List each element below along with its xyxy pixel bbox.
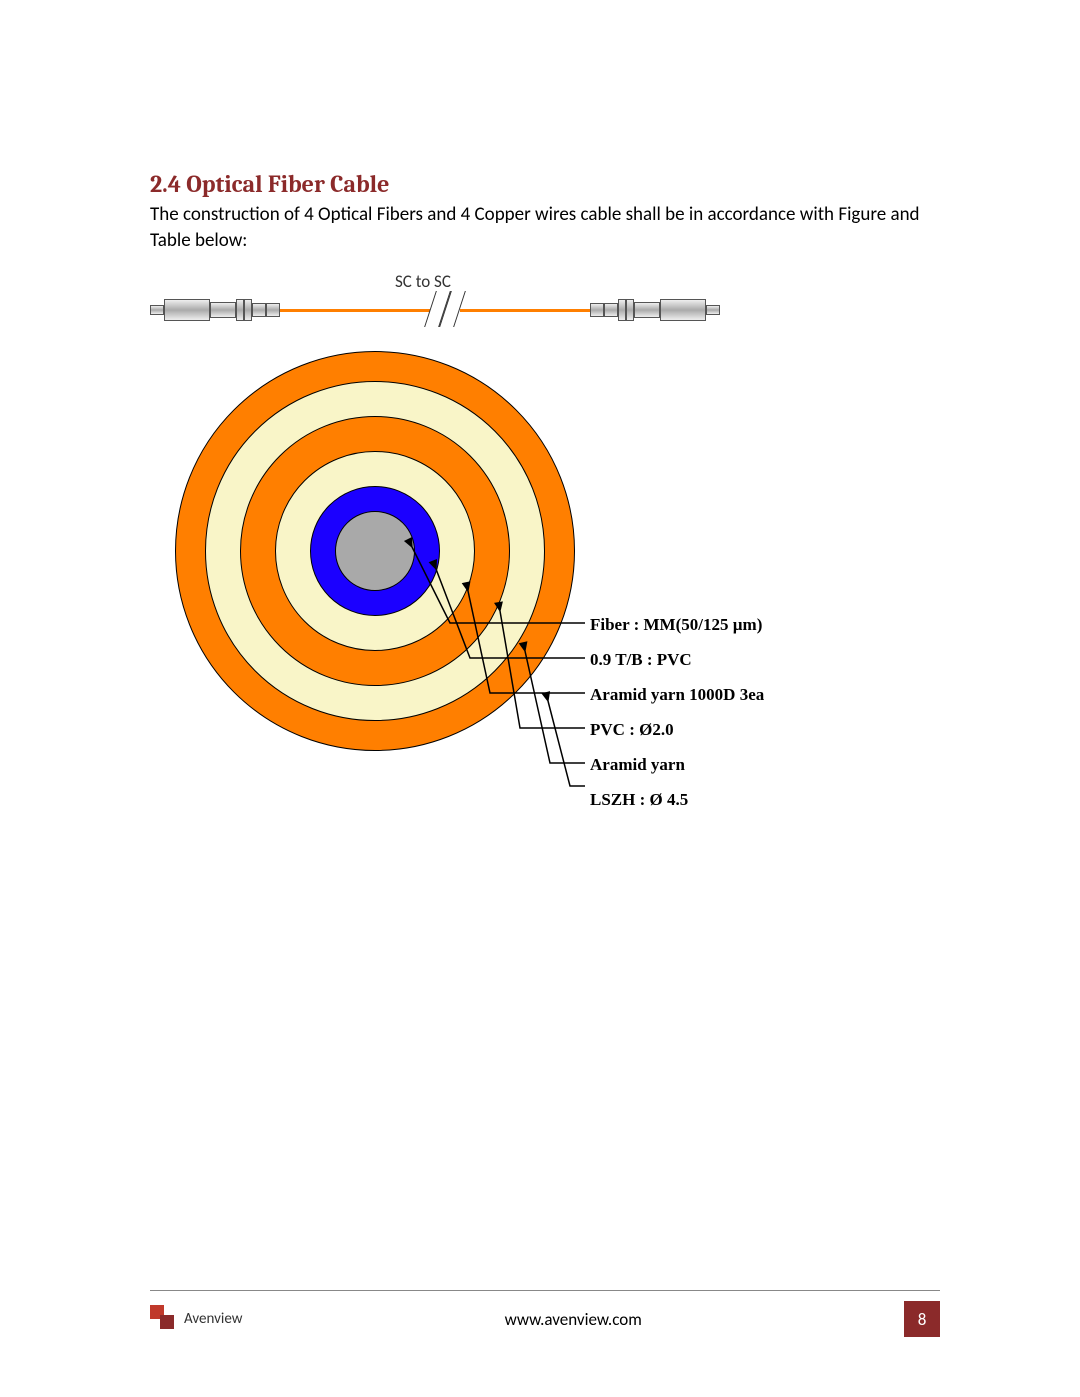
label-pvc-09tb: 0.9 T/B : PVC <box>590 651 764 668</box>
label-fiber: Fiber : MM(50/125 µm) <box>590 616 764 633</box>
label-lszh: LSZH : Ø 4.5 <box>590 791 764 808</box>
brand-name: Avenview <box>184 1310 242 1328</box>
layer-labels: Fiber : MM(50/125 µm) 0.9 T/B : PVC Aram… <box>590 616 764 826</box>
document-page: 2.4 Optical Fiber Cable The construction… <box>0 0 1080 1397</box>
section-paragraph: The construction of 4 Optical Fibers and… <box>150 202 930 253</box>
figure-area: SC to SC <box>150 271 870 791</box>
logo-icon <box>150 1305 178 1333</box>
page-footer: Avenview www.avenview.com 8 <box>150 1290 940 1337</box>
label-aramid-inner: Aramid yarn 1000D 3ea <box>590 686 764 703</box>
label-aramid-outer: Aramid yarn <box>590 756 764 773</box>
brand-logo: Avenview <box>150 1305 242 1333</box>
label-pvc-2: PVC : Ø2.0 <box>590 721 764 738</box>
section-heading: 2.4 Optical Fiber Cable <box>150 170 930 198</box>
footer-url: www.avenview.com <box>242 1309 904 1330</box>
page-number-badge: 8 <box>904 1301 940 1337</box>
